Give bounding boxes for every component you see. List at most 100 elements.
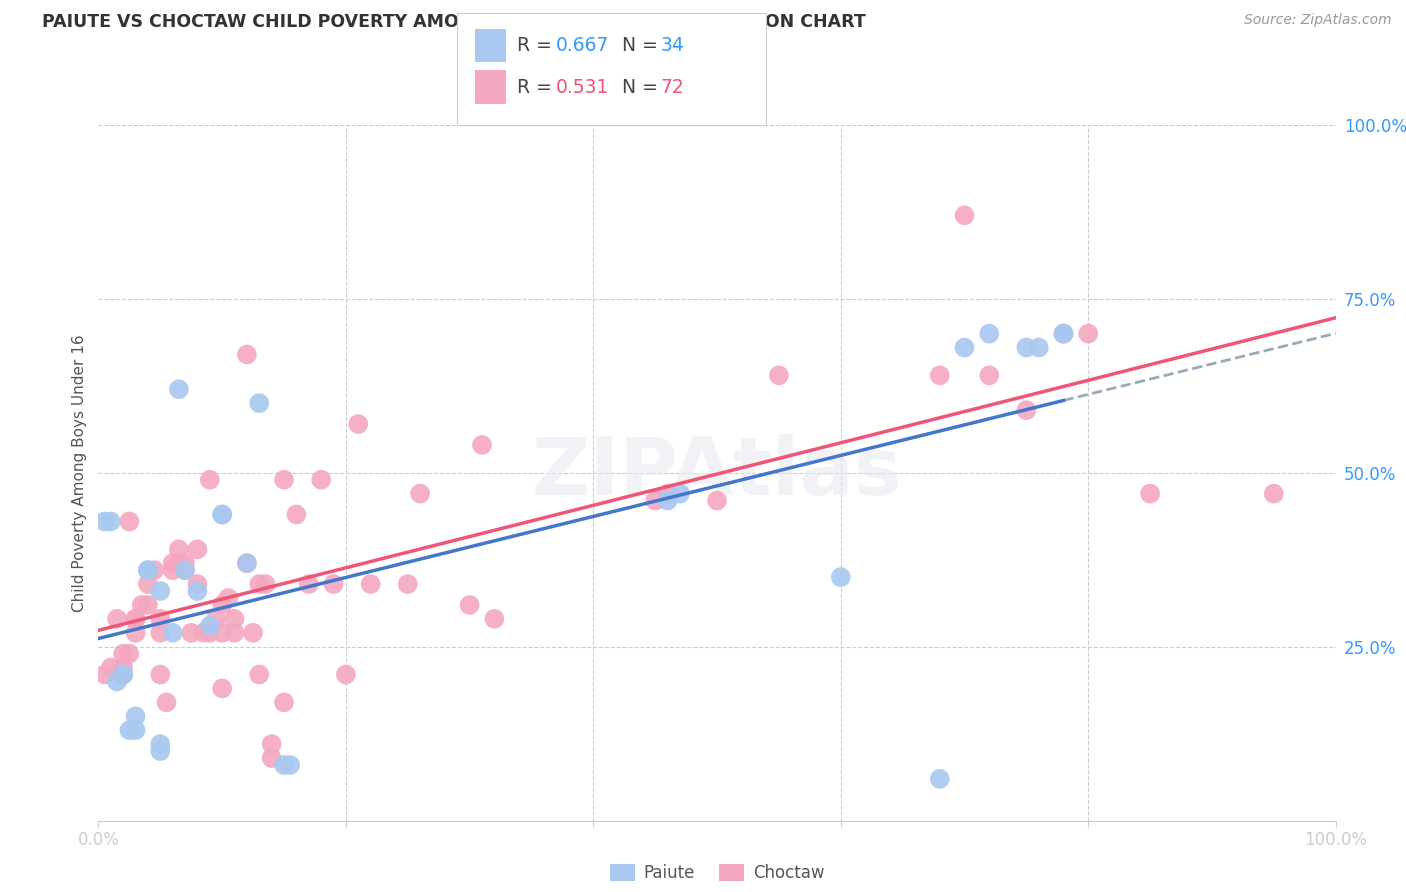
Point bbox=[112, 667, 135, 681]
Point bbox=[174, 556, 197, 570]
Point bbox=[162, 563, 184, 577]
Point bbox=[105, 612, 128, 626]
Point bbox=[953, 208, 976, 222]
Point bbox=[136, 563, 159, 577]
Point bbox=[198, 473, 221, 487]
Point bbox=[396, 577, 419, 591]
Text: N =: N = bbox=[610, 78, 664, 97]
Point bbox=[657, 486, 679, 500]
Point bbox=[136, 577, 159, 591]
Point bbox=[136, 563, 159, 577]
Point bbox=[167, 556, 190, 570]
Point bbox=[224, 625, 246, 640]
Point bbox=[149, 625, 172, 640]
Point bbox=[768, 368, 790, 383]
Point bbox=[112, 667, 135, 681]
Point bbox=[174, 563, 197, 577]
Point bbox=[484, 612, 506, 626]
Point bbox=[322, 577, 344, 591]
Point bbox=[149, 737, 172, 751]
Point bbox=[124, 709, 146, 723]
Point bbox=[979, 368, 1001, 383]
Point bbox=[1052, 326, 1074, 341]
Point bbox=[409, 486, 432, 500]
Legend: Paiute, Choctaw: Paiute, Choctaw bbox=[603, 857, 831, 888]
Point bbox=[149, 667, 172, 681]
Point bbox=[669, 486, 692, 500]
Point bbox=[211, 508, 233, 522]
Point bbox=[149, 612, 172, 626]
Point bbox=[928, 772, 950, 786]
Point bbox=[1263, 486, 1285, 500]
Point bbox=[1139, 486, 1161, 500]
Point bbox=[644, 493, 666, 508]
Point bbox=[657, 493, 679, 508]
Point bbox=[211, 625, 233, 640]
Point bbox=[1052, 326, 1074, 341]
Point bbox=[174, 563, 197, 577]
Point bbox=[112, 660, 135, 674]
Point bbox=[458, 598, 481, 612]
Text: 34: 34 bbox=[661, 36, 685, 55]
Point bbox=[273, 695, 295, 709]
Point bbox=[211, 681, 233, 696]
Point bbox=[236, 556, 259, 570]
Point bbox=[136, 598, 159, 612]
Point bbox=[149, 744, 172, 758]
Point bbox=[198, 625, 221, 640]
Point bbox=[143, 563, 166, 577]
Point bbox=[979, 326, 1001, 341]
Point bbox=[928, 368, 950, 383]
Point bbox=[112, 667, 135, 681]
Point bbox=[155, 695, 177, 709]
Point bbox=[217, 591, 239, 605]
Point bbox=[100, 660, 122, 674]
Text: 0.667: 0.667 bbox=[555, 36, 609, 55]
Point bbox=[247, 667, 270, 681]
Point bbox=[260, 751, 283, 765]
Point bbox=[193, 625, 215, 640]
Point bbox=[100, 515, 122, 529]
Point bbox=[205, 612, 228, 626]
Point bbox=[105, 674, 128, 689]
Point bbox=[112, 647, 135, 661]
Point bbox=[131, 598, 153, 612]
Point bbox=[198, 619, 221, 633]
Text: 72: 72 bbox=[661, 78, 685, 97]
Point bbox=[247, 396, 270, 410]
Point bbox=[224, 612, 246, 626]
Point bbox=[278, 758, 301, 772]
Point bbox=[273, 473, 295, 487]
Text: ZIPAtlas: ZIPAtlas bbox=[531, 434, 903, 512]
Point bbox=[124, 612, 146, 626]
Point bbox=[335, 667, 357, 681]
Point bbox=[953, 341, 976, 355]
Text: R =: R = bbox=[517, 36, 558, 55]
Text: 0.531: 0.531 bbox=[555, 78, 609, 97]
Point bbox=[186, 577, 208, 591]
Point bbox=[211, 508, 233, 522]
Point bbox=[236, 556, 259, 570]
Point bbox=[830, 570, 852, 584]
Point bbox=[1015, 341, 1038, 355]
Point bbox=[247, 577, 270, 591]
Text: R =: R = bbox=[517, 78, 558, 97]
Point bbox=[347, 417, 370, 431]
Text: Source: ZipAtlas.com: Source: ZipAtlas.com bbox=[1244, 13, 1392, 28]
Point bbox=[118, 723, 141, 738]
Point bbox=[124, 625, 146, 640]
Point bbox=[254, 577, 277, 591]
Point bbox=[242, 625, 264, 640]
Text: PAIUTE VS CHOCTAW CHILD POVERTY AMONG BOYS UNDER 16 CORRELATION CHART: PAIUTE VS CHOCTAW CHILD POVERTY AMONG BO… bbox=[42, 13, 866, 31]
Point bbox=[93, 667, 115, 681]
Point bbox=[360, 577, 382, 591]
Point bbox=[93, 515, 115, 529]
Point bbox=[124, 723, 146, 738]
Point bbox=[309, 473, 332, 487]
Point bbox=[211, 598, 233, 612]
Point bbox=[186, 584, 208, 599]
Point bbox=[149, 584, 172, 599]
Point bbox=[706, 493, 728, 508]
Point bbox=[1028, 341, 1050, 355]
Point bbox=[167, 382, 190, 396]
